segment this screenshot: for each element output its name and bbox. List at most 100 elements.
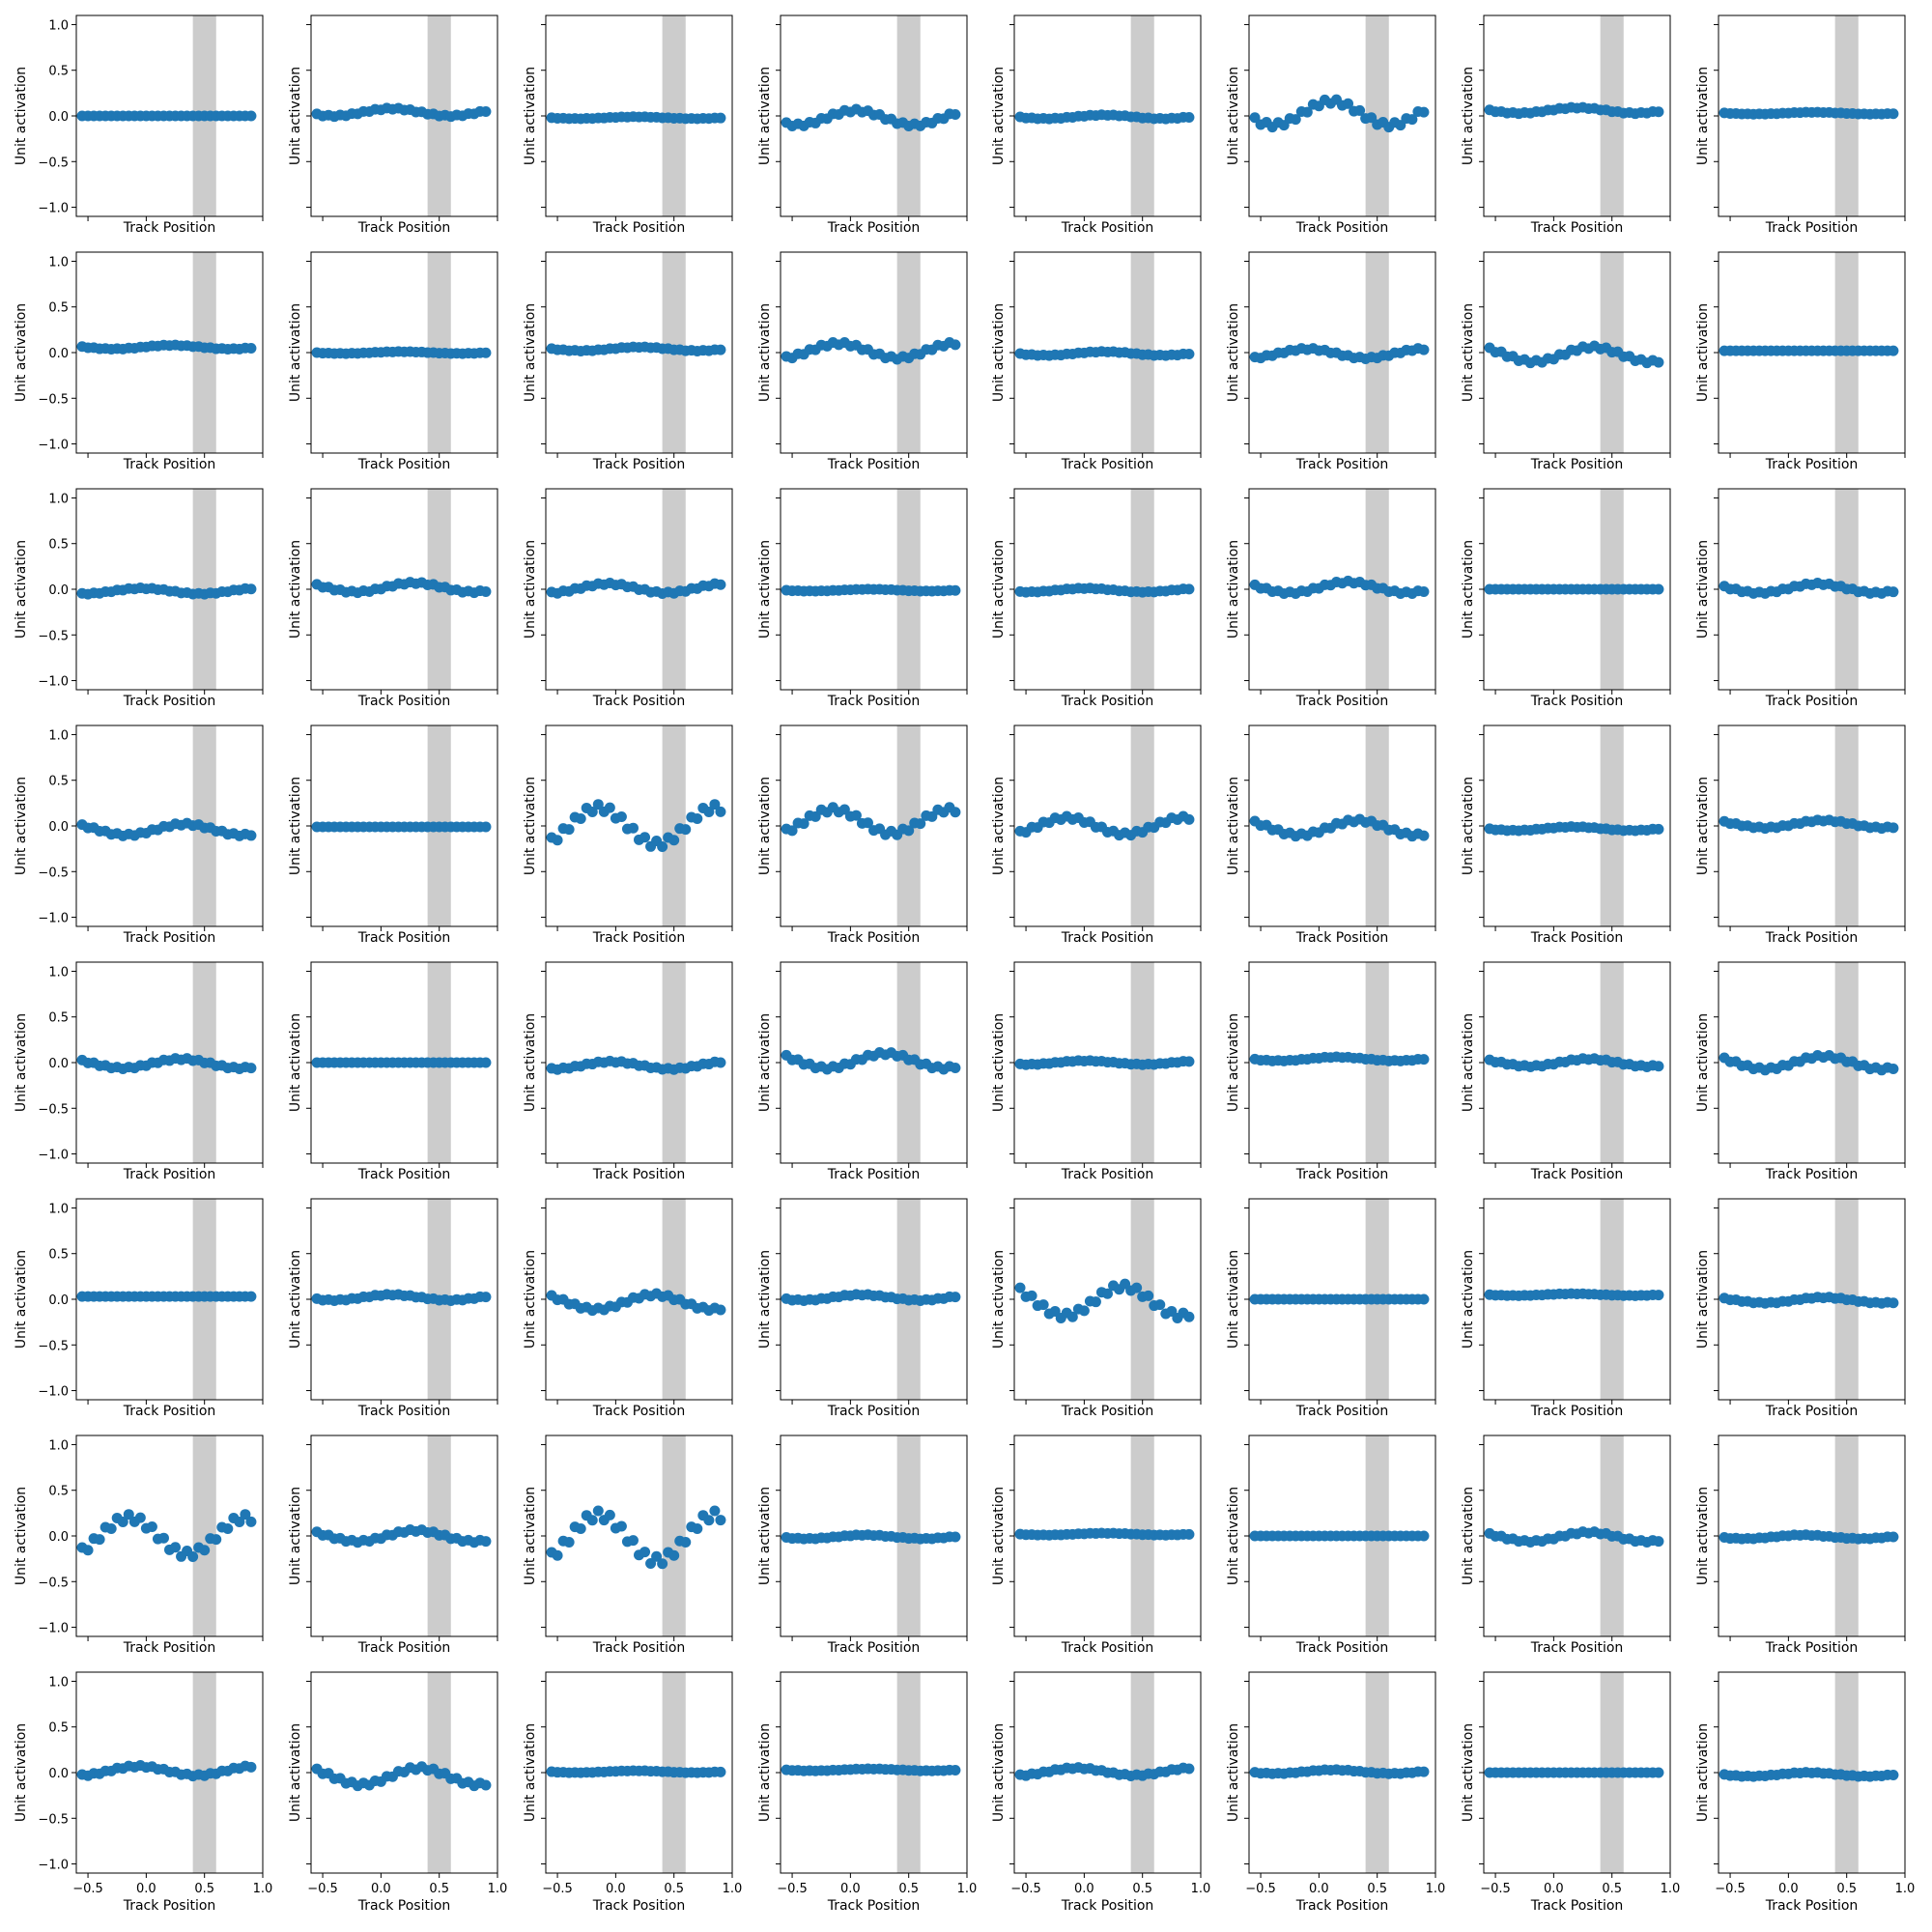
data-point xyxy=(1418,830,1430,841)
y-tick-label: 1.0 xyxy=(48,1202,69,1216)
x-axis-label: Track Position xyxy=(1765,930,1859,946)
panel: −1.0 −0.5 0.0 0.5 1.0 Track Position Unit acti… xyxy=(14,1435,264,1656)
data-point xyxy=(1037,1299,1049,1311)
data-point xyxy=(480,1292,492,1303)
x-tick-label: 1.0 xyxy=(253,1882,273,1896)
data-point xyxy=(615,1520,627,1532)
y-tick-label: −1.0 xyxy=(38,912,69,926)
x-tick-label: 1.0 xyxy=(957,1882,978,1896)
panel: Track Position Unit activation xyxy=(1226,1198,1436,1419)
y-axis-label: Unit activation xyxy=(991,1250,1007,1349)
data-point xyxy=(245,1761,257,1773)
x-axis-label: Track Position xyxy=(1295,1167,1389,1182)
x-axis-label: Track Position xyxy=(1765,1898,1859,1914)
x-axis-label: Track Position xyxy=(123,220,216,236)
x-axis-label: Track Position xyxy=(1765,694,1859,709)
y-axis-label: Unit activation xyxy=(523,303,538,402)
data-point xyxy=(1301,106,1313,118)
x-axis-label: Track Position xyxy=(1061,1640,1154,1656)
x-axis-label: Track Position xyxy=(1061,1898,1154,1914)
data-point xyxy=(915,818,926,830)
data-point xyxy=(94,1534,105,1546)
data-point xyxy=(211,1534,222,1546)
panel: Track Position Unit activation xyxy=(288,488,498,709)
x-axis-label: Track Position xyxy=(1061,457,1154,472)
panel: Track Position Unit activation xyxy=(991,1435,1202,1656)
panel: Track Position Unit activation xyxy=(757,488,968,709)
x-axis-label: Track Position xyxy=(1295,930,1389,946)
panel: −0.5 0.0 0.5 1.0 Track Position Unit activati… xyxy=(1226,1671,1445,1914)
x-tick-label: −0.5 xyxy=(542,1882,573,1896)
data-point xyxy=(575,812,586,824)
y-axis-label: Unit activation xyxy=(14,1250,29,1349)
data-point xyxy=(592,799,604,810)
data-point xyxy=(1888,1297,1899,1309)
data-point xyxy=(651,1550,663,1562)
y-axis-label: Unit activation xyxy=(288,1487,303,1585)
data-point xyxy=(187,1550,199,1562)
x-axis-label: Track Position xyxy=(827,457,921,472)
y-axis-label: Unit activation xyxy=(14,67,29,165)
panel: Track Position Unit activation xyxy=(991,961,1202,1182)
y-tick-label: −0.5 xyxy=(38,866,69,880)
y-axis-label: Unit activation xyxy=(1226,1250,1241,1349)
data-point xyxy=(950,584,961,596)
data-point xyxy=(1888,1531,1899,1543)
y-tick-label: 0.0 xyxy=(48,1057,69,1071)
data-point xyxy=(657,840,668,852)
x-tick-label: 0.5 xyxy=(429,1882,449,1896)
data-point xyxy=(1183,583,1195,595)
data-point xyxy=(639,832,651,843)
data-point xyxy=(1418,585,1430,597)
y-tick-label: −1.0 xyxy=(38,1385,69,1400)
data-point xyxy=(1653,1767,1664,1778)
data-point xyxy=(657,1558,668,1570)
y-tick-label: −1.0 xyxy=(38,202,69,216)
data-point xyxy=(615,811,627,823)
axes-frame xyxy=(1013,1198,1202,1401)
y-axis-label: Unit activation xyxy=(1695,303,1711,402)
x-axis-label: Track Position xyxy=(592,930,686,946)
data-point xyxy=(480,106,492,118)
data-point xyxy=(668,1549,680,1561)
y-tick-label: 1.0 xyxy=(48,728,69,743)
data-point xyxy=(1183,1763,1195,1775)
y-axis-label: Unit activation xyxy=(523,777,538,875)
y-axis-label: Unit activation xyxy=(991,1487,1007,1585)
data-point xyxy=(903,825,915,837)
y-axis-label: Unit activation xyxy=(14,1723,29,1822)
y-tick-label: 0.0 xyxy=(48,1293,69,1308)
data-point xyxy=(1143,1290,1154,1301)
panel: Track Position Unit activation xyxy=(1461,251,1671,472)
x-tick-label: 0.0 xyxy=(371,1882,391,1896)
x-axis-label: Track Position xyxy=(357,930,451,946)
y-axis-label: Unit activation xyxy=(523,540,538,639)
data-point xyxy=(1418,1293,1430,1305)
y-tick-label: 1.0 xyxy=(48,1675,69,1690)
panel: −0.5 0.0 0.5 1.0 Track Position Unit activati… xyxy=(757,1671,978,1914)
y-axis-label: Unit activation xyxy=(1461,67,1476,165)
panel: Track Position Unit activation xyxy=(1695,1198,1906,1419)
x-axis-label: Track Position xyxy=(1530,930,1624,946)
y-axis-label: Unit activation xyxy=(1226,540,1241,639)
data-point xyxy=(222,1522,234,1534)
y-tick-label: 1.0 xyxy=(48,965,69,980)
y-axis-label: Unit activation xyxy=(288,67,303,165)
x-axis-label: Track Position xyxy=(123,694,216,709)
data-point xyxy=(703,1515,715,1526)
data-point xyxy=(950,1531,961,1543)
data-point xyxy=(234,1516,245,1527)
y-tick-label: −1.0 xyxy=(38,439,69,453)
x-axis-label: Track Position xyxy=(123,1404,216,1419)
data-point xyxy=(715,1304,726,1316)
x-axis-label: Track Position xyxy=(123,1167,216,1182)
data-point xyxy=(604,802,615,813)
data-point xyxy=(563,1536,575,1548)
data-point xyxy=(1888,822,1899,834)
y-axis-label: Unit activation xyxy=(14,303,29,402)
y-axis-label: Unit activation xyxy=(1695,777,1711,875)
y-tick-label: 0.0 xyxy=(48,820,69,835)
panel: Track Position Unit activation xyxy=(757,14,968,236)
y-axis-label: Unit activation xyxy=(991,1723,1007,1822)
panel: Track Position Unit activation xyxy=(523,488,733,709)
